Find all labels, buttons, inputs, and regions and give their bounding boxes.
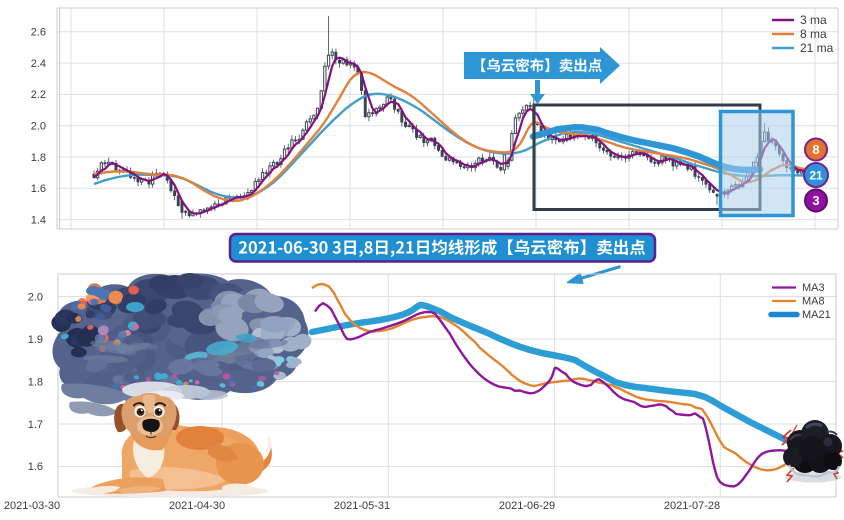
svg-text:2021-03-30: 2021-03-30 — [4, 500, 60, 512]
svg-text:2.2: 2.2 — [31, 89, 46, 101]
svg-text:8: 8 — [812, 142, 819, 157]
svg-text:1.7: 1.7 — [28, 419, 43, 431]
svg-text:21 ma: 21 ma — [800, 41, 834, 55]
svg-text:1.9: 1.9 — [28, 334, 43, 346]
svg-text:1.6: 1.6 — [28, 461, 43, 473]
svg-text:1.4: 1.4 — [31, 214, 46, 226]
svg-text:21: 21 — [809, 169, 823, 183]
svg-text:2.0: 2.0 — [28, 291, 43, 303]
svg-text:3: 3 — [812, 193, 819, 208]
svg-text:2021-05-31: 2021-05-31 — [334, 500, 390, 512]
svg-text:1.8: 1.8 — [28, 376, 43, 388]
svg-text:1.6: 1.6 — [31, 183, 46, 195]
svg-text:2.0: 2.0 — [31, 121, 46, 133]
svg-text:MA21: MA21 — [802, 309, 831, 321]
svg-text:2.6: 2.6 — [31, 27, 46, 39]
svg-text:3 ma: 3 ma — [800, 13, 827, 27]
svg-text:2021-04-30: 2021-04-30 — [169, 500, 225, 512]
svg-text:2021-07-28: 2021-07-28 — [664, 500, 720, 512]
svg-text:MA3: MA3 — [802, 282, 825, 294]
svg-text:1.8: 1.8 — [31, 152, 46, 164]
svg-text:2.4: 2.4 — [31, 58, 46, 70]
svg-text:MA8: MA8 — [802, 296, 825, 308]
svg-text:2021-06-29: 2021-06-29 — [499, 500, 555, 512]
svg-text:8 ma: 8 ma — [800, 27, 827, 41]
